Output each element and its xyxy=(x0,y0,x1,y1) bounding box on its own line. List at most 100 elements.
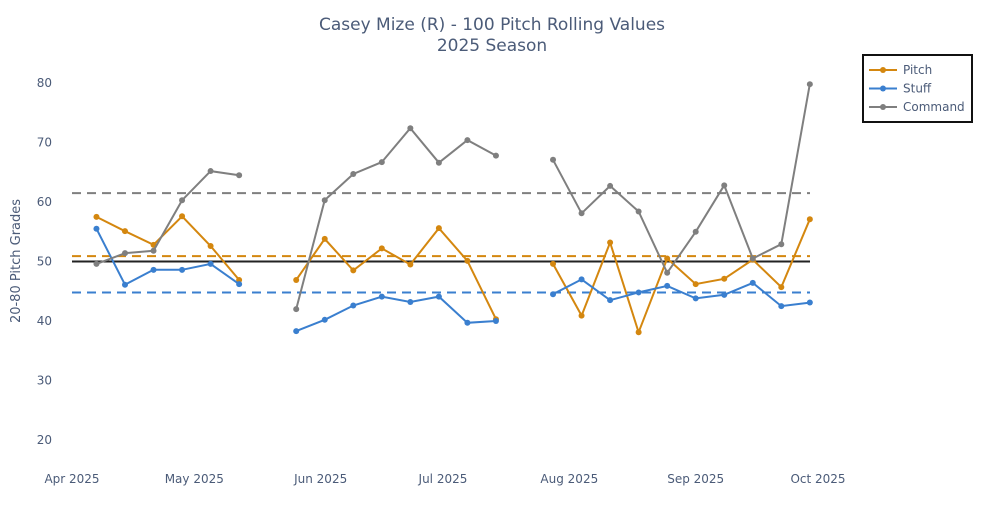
data-point[interactable] xyxy=(492,318,499,324)
data-point[interactable] xyxy=(635,289,642,296)
data-point[interactable] xyxy=(435,293,442,300)
data-point[interactable] xyxy=(607,182,614,189)
y-tick-label: 70 xyxy=(37,136,52,150)
data-point[interactable] xyxy=(464,257,471,264)
data-point[interactable] xyxy=(664,282,671,289)
data-point[interactable] xyxy=(179,213,186,220)
data-point[interactable] xyxy=(236,281,243,288)
data-point[interactable] xyxy=(236,276,243,283)
y-tick-label: 50 xyxy=(37,255,52,269)
y-tick-label: 80 xyxy=(37,76,52,90)
data-point[interactable] xyxy=(806,216,813,223)
data-point[interactable] xyxy=(435,159,442,166)
data-point[interactable] xyxy=(635,329,642,336)
series-line xyxy=(95,228,240,287)
data-point[interactable] xyxy=(721,182,728,189)
data-point[interactable] xyxy=(150,247,157,254)
series-pitch xyxy=(93,213,813,336)
data-point[interactable] xyxy=(749,255,756,262)
x-tick-label: Sep 2025 xyxy=(667,472,724,486)
data-point[interactable] xyxy=(293,306,300,313)
x-tick-label: Jul 2025 xyxy=(418,472,468,486)
legend-box xyxy=(862,54,973,123)
x-tick-label: Jun 2025 xyxy=(293,472,347,486)
data-point[interactable] xyxy=(464,137,471,144)
data-point[interactable] xyxy=(407,125,414,132)
x-tick-label: Oct 2025 xyxy=(790,472,845,486)
data-point[interactable] xyxy=(93,213,100,220)
data-point[interactable] xyxy=(778,303,785,310)
data-point[interactable] xyxy=(378,293,385,300)
y-axis-label: 20-80 Pitch Grades xyxy=(9,199,24,323)
data-point[interactable] xyxy=(607,239,614,246)
data-point[interactable] xyxy=(121,250,128,257)
series-line xyxy=(295,226,497,320)
data-point[interactable] xyxy=(806,81,813,88)
chart-title: Casey Mize (R) - 100 Pitch Rolling Value… xyxy=(319,15,665,35)
data-point[interactable] xyxy=(664,269,671,276)
data-point[interactable] xyxy=(635,208,642,215)
data-point[interactable] xyxy=(806,299,813,306)
legend-marker xyxy=(880,104,886,110)
series-line xyxy=(96,214,240,281)
series-line xyxy=(552,278,810,308)
data-point[interactable] xyxy=(692,295,699,302)
series-line xyxy=(96,170,240,265)
x-ticks: Apr 2025 May 2025 Jun 2025 Jul 2025 Aug 2025… xyxy=(44,472,845,486)
data-point[interactable] xyxy=(207,260,214,267)
data-point[interactable] xyxy=(350,171,357,178)
x-tick-label: May 2025 xyxy=(165,472,224,486)
data-point[interactable] xyxy=(749,279,756,286)
legend-marker xyxy=(880,85,886,92)
data-point[interactable] xyxy=(293,276,300,283)
data-point[interactable] xyxy=(179,266,186,273)
data-point[interactable] xyxy=(293,328,300,335)
series-lines xyxy=(93,81,813,336)
data-point[interactable] xyxy=(492,152,499,159)
legend-label[interactable]: Stuff xyxy=(903,82,932,96)
data-point[interactable] xyxy=(607,297,614,304)
x-tick-label: Apr 2025 xyxy=(44,472,99,486)
data-point[interactable] xyxy=(236,172,243,179)
series-line xyxy=(295,295,497,333)
legend-label[interactable]: Command xyxy=(903,100,965,114)
y-ticks: 20 30 40 50 60 70 80 xyxy=(37,76,52,447)
data-point[interactable] xyxy=(321,316,328,323)
data-point[interactable] xyxy=(93,225,100,232)
data-point[interactable] xyxy=(207,168,214,175)
data-point[interactable] xyxy=(121,228,128,235)
data-point[interactable] xyxy=(207,243,214,250)
data-point[interactable] xyxy=(721,291,728,298)
data-point[interactable] xyxy=(378,245,385,252)
data-point[interactable] xyxy=(550,291,557,298)
data-point[interactable] xyxy=(578,312,585,319)
data-point[interactable] xyxy=(692,228,699,235)
data-point[interactable] xyxy=(121,281,128,288)
series-stuff xyxy=(93,225,813,335)
data-point[interactable] xyxy=(464,319,471,326)
chart-subtitle: 2025 Season xyxy=(437,36,547,56)
data-point[interactable] xyxy=(578,276,585,283)
data-point[interactable] xyxy=(179,197,186,204)
data-point[interactable] xyxy=(93,260,100,267)
data-point[interactable] xyxy=(664,255,671,262)
data-point[interactable] xyxy=(578,210,585,217)
data-point[interactable] xyxy=(778,241,785,248)
series-line xyxy=(552,218,811,336)
legend-label[interactable]: Pitch xyxy=(903,63,932,77)
data-point[interactable] xyxy=(407,298,414,305)
data-point[interactable] xyxy=(435,225,442,232)
data-point[interactable] xyxy=(550,260,557,267)
data-point[interactable] xyxy=(692,281,699,288)
data-point[interactable] xyxy=(407,261,414,268)
data-point[interactable] xyxy=(321,235,328,242)
y-tick-label: 60 xyxy=(37,195,52,209)
data-point[interactable] xyxy=(350,302,357,309)
data-point[interactable] xyxy=(550,156,557,163)
data-point[interactable] xyxy=(778,284,785,291)
data-point[interactable] xyxy=(721,275,728,282)
data-point[interactable] xyxy=(150,266,157,273)
data-point[interactable] xyxy=(350,267,357,274)
data-point[interactable] xyxy=(321,197,328,204)
data-point[interactable] xyxy=(378,159,385,166)
